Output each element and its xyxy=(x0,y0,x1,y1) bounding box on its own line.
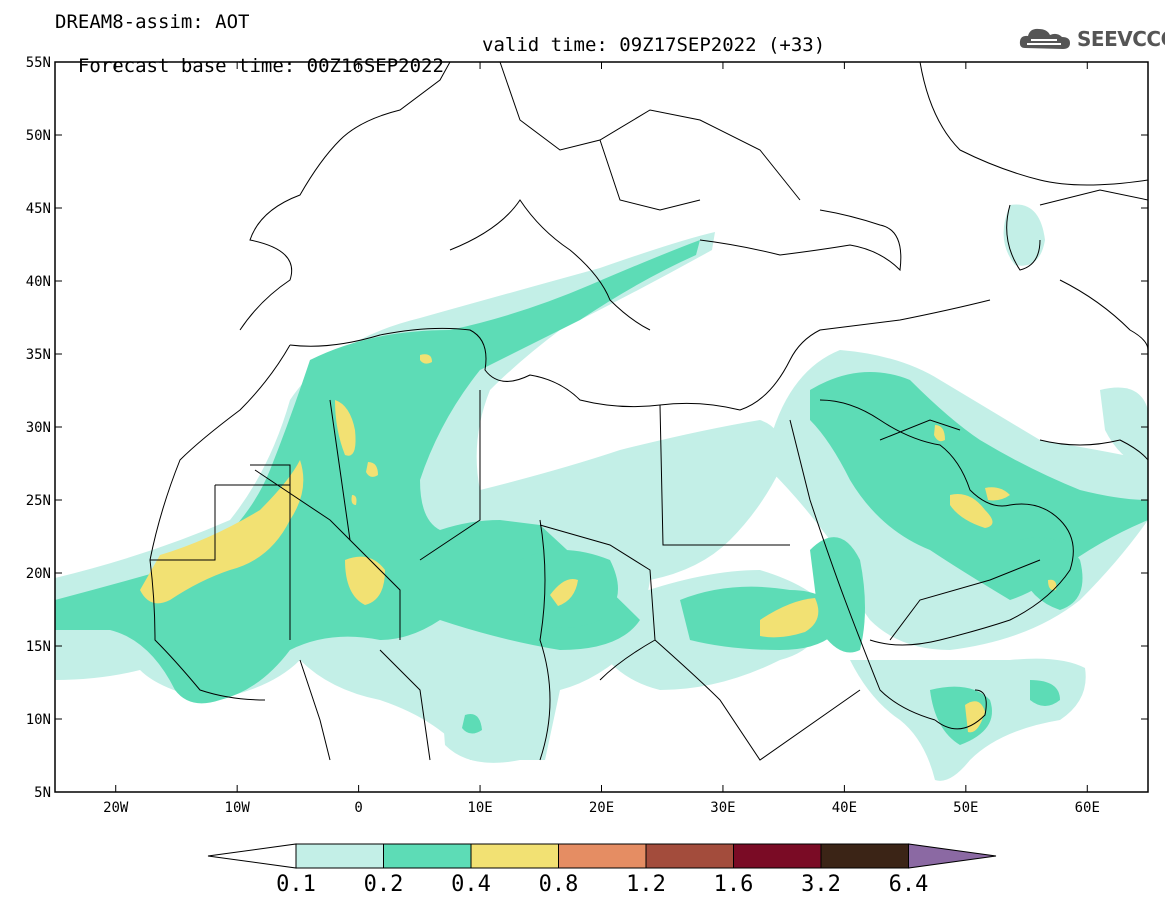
lat-label: 30N xyxy=(26,420,51,436)
colorbar-swatch xyxy=(295,843,384,869)
coastlines xyxy=(149,62,1148,761)
lat-label: 50N xyxy=(26,128,51,144)
colorbar-label: 0.8 xyxy=(539,872,579,897)
lon-label: 20E xyxy=(589,800,614,816)
colorbar-label: 0.1 xyxy=(276,872,316,897)
aot-field xyxy=(55,204,1148,781)
base-time-text: Forecast base time: 00Z16SEP2022 xyxy=(77,55,444,77)
lon-label: 40E xyxy=(832,800,857,816)
colorbar-swatch xyxy=(645,843,734,869)
colorbar-max-arrow xyxy=(908,843,997,869)
lat-label: 45N xyxy=(26,201,51,217)
lat-label: 15N xyxy=(26,639,51,655)
lon-label: 60E xyxy=(1075,800,1100,816)
colorbar-label: 0.2 xyxy=(364,872,404,897)
lat-ticks: 55N 50N 45N 40N 35N 30N 25N 20N 15N 10N 5N xyxy=(26,55,1148,801)
aot-class-0.4 xyxy=(140,354,1057,733)
colorbar-swatch xyxy=(820,843,909,869)
colorbar-label: 6.4 xyxy=(889,872,929,897)
colorbar: 0.1 0.2 0.4 0.8 1.2 1.6 3.2 6.4 xyxy=(207,843,997,897)
lat-label: 5N xyxy=(34,785,51,801)
lon-label: 0 xyxy=(354,800,362,816)
forecast-times: Forecast base time: 00Z16SEP2022 valid t… xyxy=(55,35,825,98)
colorbar-label: 3.2 xyxy=(801,872,841,897)
colorbar-label: 1.2 xyxy=(626,872,666,897)
lat-label: 40N xyxy=(26,274,51,290)
lon-label: 10E xyxy=(467,800,492,816)
cloud-icon xyxy=(1019,28,1070,49)
colorbar-swatch xyxy=(733,843,822,869)
lat-label: 25N xyxy=(26,493,51,509)
seevccc-logo: SEEVCCC xyxy=(1017,24,1165,54)
lon-ticks: 20W 10W 0 10E 20E 30E 40E 50E 60E xyxy=(103,62,1100,816)
colorbar-swatch xyxy=(470,843,559,869)
colorbar-label: 0.4 xyxy=(451,872,491,897)
lon-label: 10W xyxy=(225,800,251,816)
lat-label: 10N xyxy=(26,712,51,728)
lon-label: 50E xyxy=(953,800,978,816)
map-title: DREAM8-assim: AOT xyxy=(55,11,250,33)
lat-label: 35N xyxy=(26,347,51,363)
lon-label: 30E xyxy=(710,800,735,816)
colorbar-label: 1.6 xyxy=(714,872,754,897)
valid-time-text: valid time: 09Z17SEP2022 (+33) xyxy=(482,34,826,56)
lat-label: 55N xyxy=(26,55,51,71)
lon-label: 20W xyxy=(103,800,129,816)
lat-label: 20N xyxy=(26,566,51,582)
colorbar-swatch xyxy=(383,843,472,869)
colorbar-swatch xyxy=(558,843,647,869)
colorbar-min-arrow xyxy=(207,843,297,869)
logo-text: SEEVCCC xyxy=(1077,27,1165,51)
